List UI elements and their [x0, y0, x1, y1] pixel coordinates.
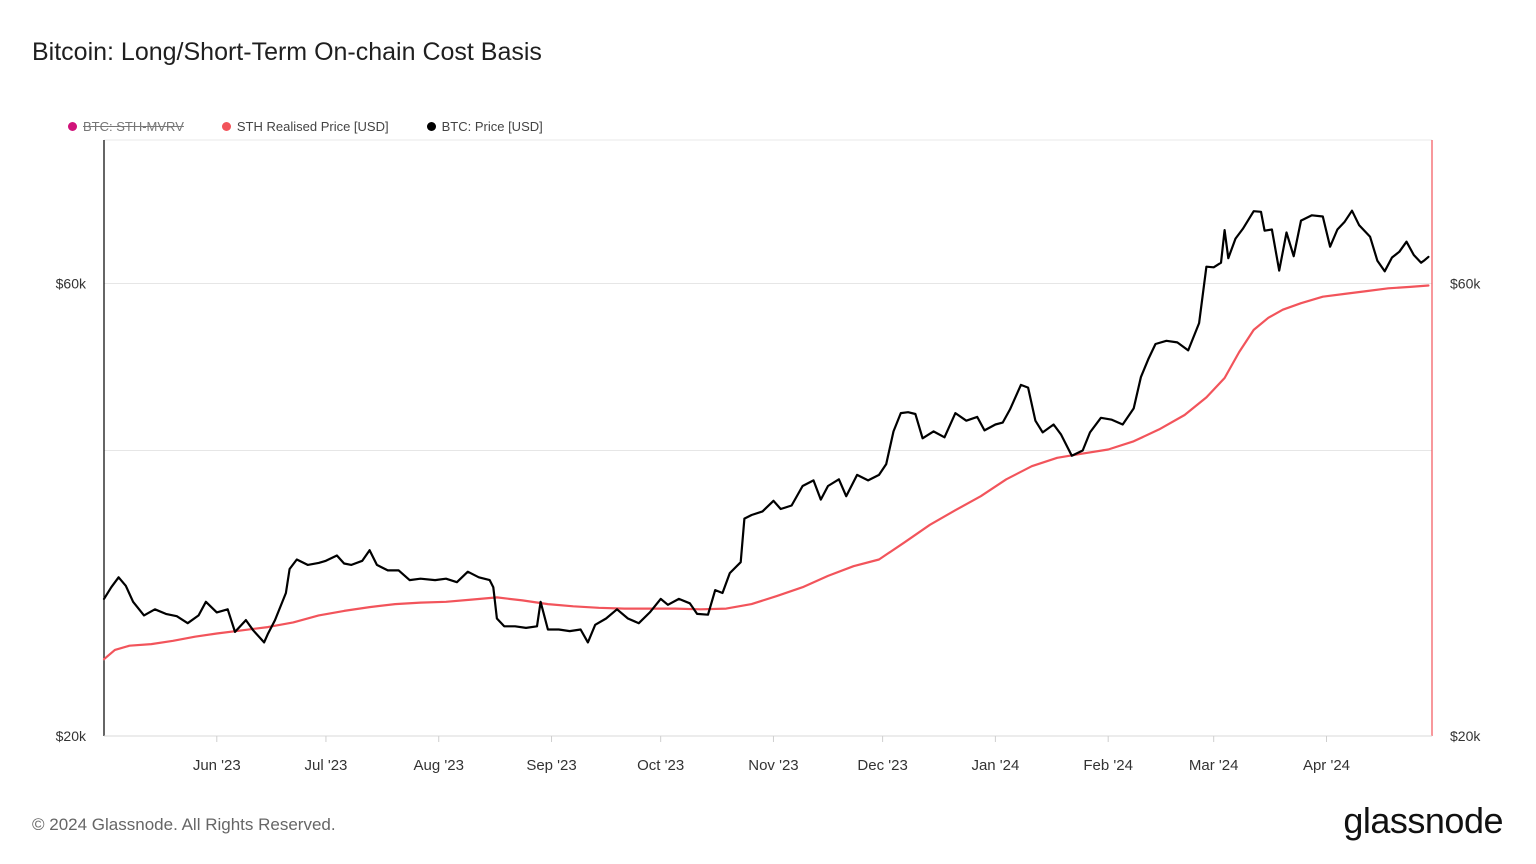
grid-lines [104, 139, 1432, 451]
glassnode-logo: glassnode [1343, 800, 1503, 841]
x-tick-label: Apr '24 [1303, 757, 1350, 774]
y-tick-label-right: $60k [1450, 275, 1481, 291]
series-lines [102, 209, 1430, 661]
legend-dot-btc-price [426, 122, 436, 131]
y-tick-label-left: $60k [56, 275, 87, 291]
legend-label-btc-price: BTC: Price [USD] [441, 119, 543, 134]
legend-item-sth-realised-price[interactable]: STH Realised Price [USD] [221, 119, 389, 134]
chart-title: Bitcoin: Long/Short-Term On-chain Cost B… [32, 38, 542, 66]
x-tick-label: Feb '24 [1083, 757, 1133, 774]
x-tick-label: Nov '23 [748, 757, 798, 774]
x-tick-label: Sep '23 [526, 757, 576, 774]
axes [103, 140, 1433, 742]
legend-label-sth-realised-price: STH Realised Price [USD] [236, 119, 389, 134]
x-tick-label: Dec '23 [857, 757, 907, 774]
legend-dot-sth-mvrv [68, 122, 77, 131]
y-tick-label-left: $20k [56, 728, 87, 744]
x-tick-label: Jan '24 [971, 757, 1019, 774]
chart-legend: BTC: STH-MVRV STH Realised Price [USD] B… [68, 119, 543, 134]
x-tick-label: Jun '23 [193, 757, 241, 774]
copyright-text: © 2024 Glassnode. All Rights Reserved. [32, 815, 336, 834]
legend-item-btc-price[interactable]: BTC: Price [USD] [426, 119, 543, 134]
legend-item-sth-mvrv[interactable]: BTC: STH-MVRV [68, 119, 184, 134]
legend-dot-sth-realised-price [221, 122, 231, 131]
x-tick-label: Jul '23 [304, 757, 347, 774]
tick-labels: $20k $20k $60k $60k Jun '23 Jul '23 Aug '23 Sep… [56, 275, 1482, 774]
x-tick-label: Aug '23 [414, 757, 464, 774]
sth-realised-price-line [102, 284, 1430, 661]
x-tick-label: Oct '23 [637, 757, 684, 774]
btc-price-line [102, 209, 1430, 644]
legend-label-sth-mvrv: BTC: STH-MVRV [83, 119, 184, 134]
x-tick-label: Mar '24 [1189, 757, 1239, 774]
y-tick-label-right: $20k [1450, 728, 1481, 744]
